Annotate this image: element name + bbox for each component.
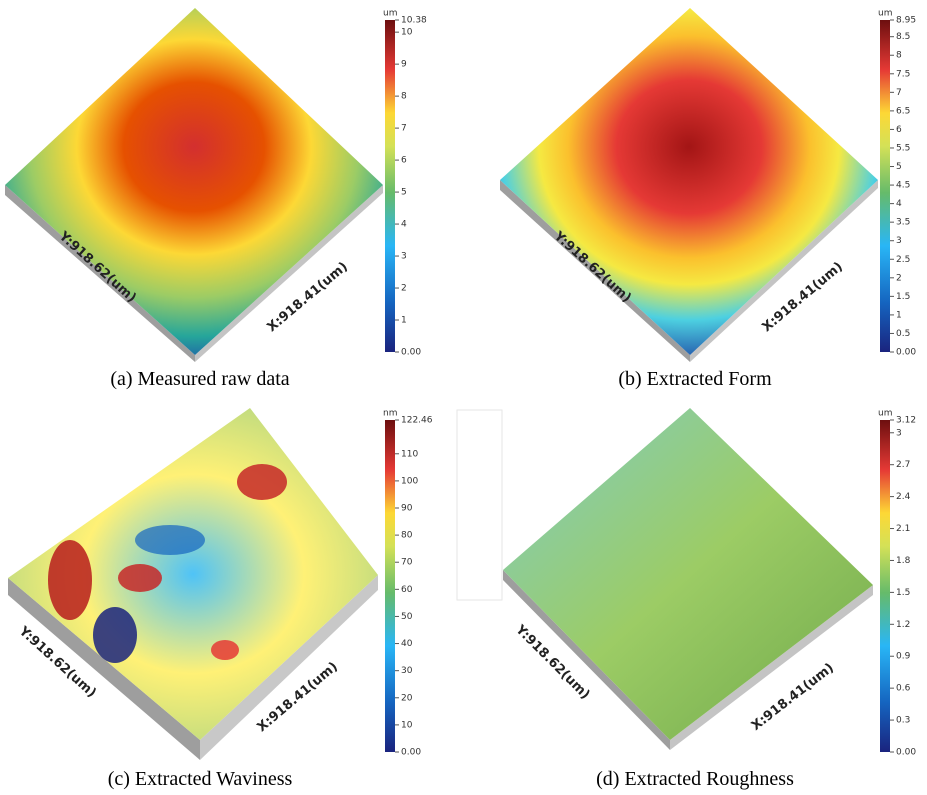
caption: (d) Extracted Roughness: [596, 768, 794, 790]
blob: [48, 540, 92, 620]
colorbar: [385, 20, 395, 352]
colorbar: [385, 420, 395, 752]
colorbar-tick-label: 80: [401, 531, 413, 541]
colorbar-tick-label: 2: [401, 284, 407, 294]
side: [690, 180, 878, 362]
panel: nm0.00102030405060708090100110122.46Y:91…: [8, 408, 433, 790]
colorbar-tick-label: 4: [401, 220, 407, 230]
colorbar-tick-label: 6: [401, 156, 407, 166]
colorbar: [880, 420, 890, 752]
colorbar-tick-label: 8.5: [896, 32, 910, 42]
colorbar-tick-label: 90: [401, 504, 413, 514]
colorbar-tick-label: 3: [896, 236, 902, 246]
colorbar-unit: um: [878, 409, 892, 419]
colorbar-tick-label: 0.3: [896, 716, 910, 726]
panel: um0.000.30.60.91.21.51.82.12.42.733.12Y:…: [503, 408, 916, 790]
colorbar-tick-label: 1.2: [896, 620, 910, 630]
colorbar-unit: nm: [383, 409, 397, 419]
side: [670, 585, 873, 750]
colorbar-tick-label: 6: [896, 125, 902, 135]
colorbar-tick-label: 3: [896, 428, 902, 438]
colorbar-tick-label: 1.5: [896, 588, 910, 598]
colorbar-tick-label: 1: [401, 316, 407, 326]
colorbar-tick-label: 10: [401, 720, 413, 730]
colorbar-tick-label: 110: [401, 449, 418, 459]
surface: [8, 408, 378, 740]
colorbar-tick-label: 2: [896, 273, 902, 283]
side: [200, 575, 378, 760]
colorbar-tick-label: 9: [401, 60, 407, 70]
panel: um 0.00 0.5 1 1.5 2 2.5 3 3.5 4 4.5 5 5.5 6 6.5 7 7.5 8 8.…: [500, 8, 916, 390]
colorbar-tick-label: 122.46: [401, 416, 433, 426]
colorbar-tick-label: 10.38: [401, 16, 427, 26]
colorbar-tick-label: 3.12: [896, 416, 916, 426]
colorbar-tick-label: 60: [401, 585, 413, 595]
blob: [93, 607, 137, 663]
colorbar-tick-label: 5: [401, 188, 407, 198]
colorbar-tick-label: 4: [896, 199, 902, 209]
caption: (b) Extracted Form: [618, 368, 772, 390]
surface: [503, 408, 873, 740]
colorbar-tick-label: 3.5: [896, 218, 910, 228]
colorbar-tick-label: 8: [896, 51, 902, 61]
side: [8, 578, 200, 760]
colorbar-tick-label: 40: [401, 639, 413, 649]
blob: [135, 525, 205, 555]
colorbar-tick-label: 2.7: [896, 460, 910, 470]
surface: [500, 8, 878, 355]
side: [195, 185, 383, 362]
colorbar-tick-label: 7: [401, 124, 407, 134]
colorbar-tick-label: 1: [896, 310, 902, 320]
colorbar-tick-label: 6.5: [896, 106, 910, 116]
colorbar-tick-label: 20: [401, 693, 413, 703]
caption: (c) Extracted Waviness: [108, 768, 293, 790]
colorbar-tick-label: 30: [401, 666, 413, 676]
colorbar-tick-label: 7.5: [896, 69, 910, 79]
colorbar-tick-label: 0.9: [896, 652, 911, 662]
colorbar-tick-label: 100: [401, 476, 418, 486]
colorbar-tick-label: 0.6: [896, 684, 911, 694]
colorbar-unit: um: [878, 9, 892, 19]
blob: [118, 564, 162, 592]
blob: [237, 464, 287, 500]
colorbar-tick-label: 0.00: [401, 348, 421, 358]
colorbar-tick-label: 8.95: [896, 16, 916, 26]
colorbar: [880, 20, 890, 352]
colorbar-tick-label: 8: [401, 92, 407, 102]
caption: (a) Measured raw data: [110, 368, 289, 390]
side: [500, 180, 690, 362]
colorbar-tick-label: 0.00: [896, 748, 916, 758]
surface: [5, 8, 383, 355]
colorbar-tick-label: 5: [896, 162, 902, 172]
colorbar-tick-label: 70: [401, 558, 413, 568]
side: [503, 570, 670, 750]
blob: [211, 640, 239, 660]
colorbar-tick-label: 0.00: [896, 348, 916, 358]
colorbar-tick-label: 7: [896, 88, 902, 98]
colorbar-tick-label: 50: [401, 612, 413, 622]
colorbar-unit: um: [383, 9, 397, 19]
colorbar-tick-label: 5.5: [896, 143, 910, 153]
colorbar-tick-label: 1.5: [896, 292, 910, 302]
colorbar-tick-label: 10: [401, 28, 413, 38]
colorbar-tick-label: 3: [401, 252, 407, 262]
side: [5, 185, 195, 362]
colorbar-tick-label: 0.00: [401, 748, 421, 758]
frame: [456, 409, 503, 601]
colorbar-tick-label: 0.5: [896, 329, 910, 339]
colorbar-tick-label: 2.5: [896, 255, 910, 265]
colorbar-tick-label: 2.1: [896, 524, 910, 534]
colorbar-tick-label: 2.4: [896, 492, 911, 502]
colorbar-tick-label: 1.8: [896, 556, 911, 566]
colorbar-tick-label: 4.5: [896, 181, 910, 191]
